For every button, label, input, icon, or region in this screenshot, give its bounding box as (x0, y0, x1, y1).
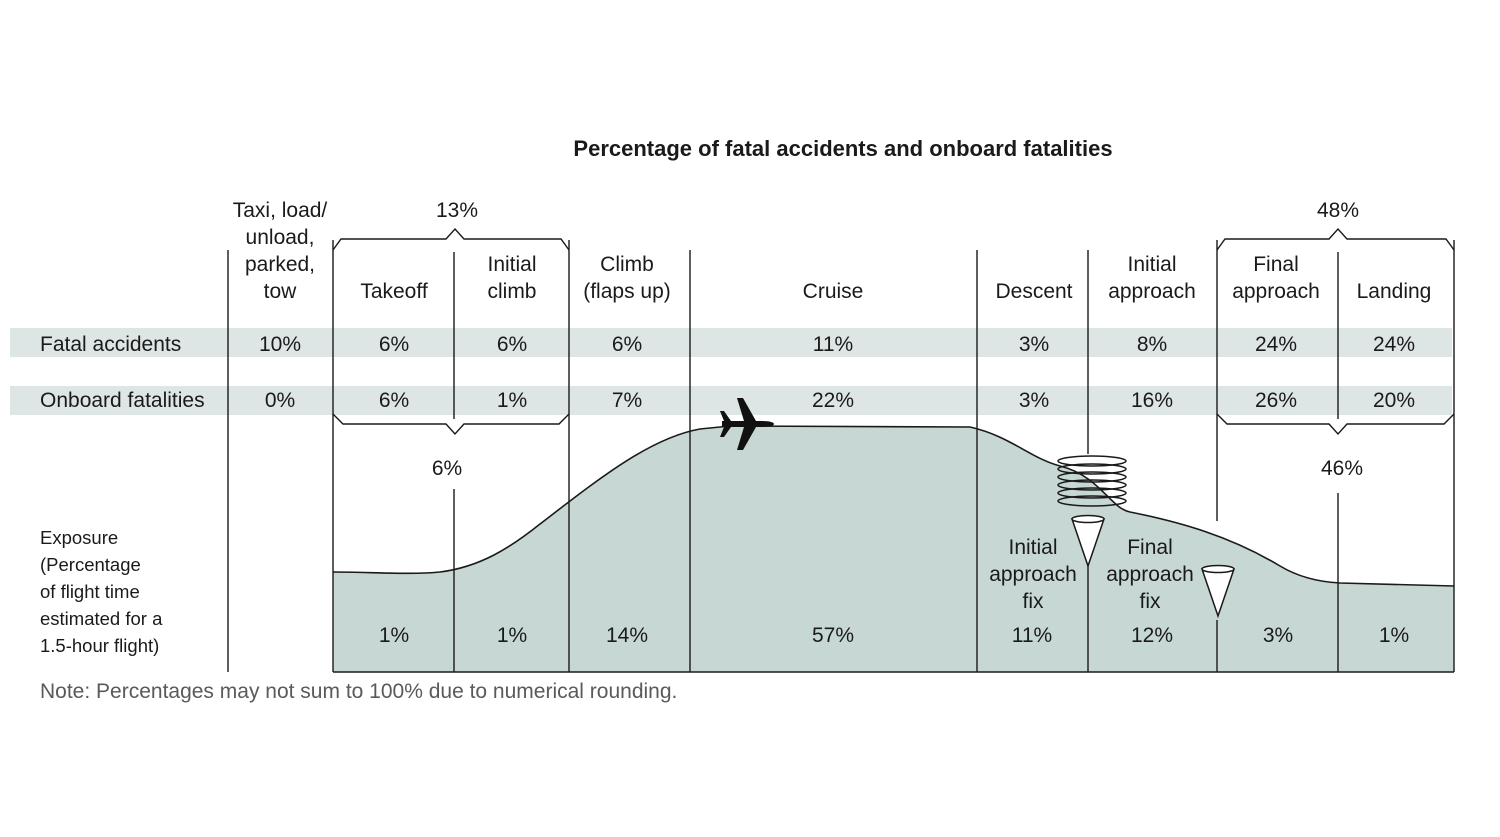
phase-header-line: Descent (995, 280, 1072, 303)
fatal-accidents-value: 3% (1019, 333, 1049, 356)
row-label-onboard-fatalities: Onboard fatalities (40, 389, 205, 412)
phase-header-line: Takeoff (360, 280, 427, 303)
fatal-accidents-value: 24% (1255, 333, 1297, 356)
exposure-value: 3% (1263, 624, 1293, 647)
chart-title: Percentage of fatal accidents and onboar… (573, 136, 1112, 161)
phase-header-line: approach (1108, 280, 1196, 303)
phase-header-line: Cruise (803, 280, 864, 303)
phase-header-line: Taxi, load/ (233, 199, 328, 222)
exposure-profile-line (332, 425, 1455, 587)
final-approach-fix-cone-icon (1200, 564, 1236, 619)
exposure-label-line: Exposure (40, 527, 118, 548)
fatal-accidents-values: 10% 6% 6% 6% 11% 3% 8% 24% 24% (259, 333, 1415, 356)
phase-header-line: Landing (1357, 280, 1432, 303)
exposure-value: 11% (1012, 624, 1052, 647)
onboard-fatalities-value: 26% (1255, 389, 1297, 412)
phase-header-line: tow (264, 280, 298, 303)
bottom-group-bracket (332, 413, 570, 436)
exposure-value: 1% (497, 624, 527, 647)
iaf-label-line: approach (989, 563, 1077, 586)
phase-dividers (227, 240, 1455, 672)
group-landing-fatalities-pct: 46% (1321, 457, 1363, 480)
exposure-value: 1% (1379, 624, 1409, 647)
fatal-accidents-value: 24% (1373, 333, 1415, 356)
exposure-value: 1% (379, 624, 409, 647)
exposure-label-line: (Percentage (40, 554, 141, 575)
group-landing-accidents-pct: 48% (1317, 199, 1359, 222)
top-group-bracket (1216, 227, 1455, 251)
top-group-bracket (332, 227, 570, 251)
exposure-area (333, 426, 1454, 672)
fatal-accidents-value: 6% (497, 333, 527, 356)
phase-header-line: (flaps up) (583, 280, 671, 303)
onboard-fatalities-value: 1% (497, 389, 527, 412)
faf-label-line: Final (1127, 536, 1173, 559)
phase-headers: Taxi, load/unload, parked, tow Takeoff Initi… (233, 199, 1432, 303)
fatal-accidents-value: 11% (813, 333, 853, 356)
phase-header-line: climb (487, 280, 536, 303)
phase-header-line: parked, (245, 253, 315, 276)
exposure-label-line: estimated for a (40, 608, 163, 629)
airplane-icon (720, 398, 774, 450)
group-takeoff-fatalities-pct: 6% (432, 457, 462, 480)
exposure-value: 57% (812, 624, 854, 647)
exposure-values: 1% 1% 14% 57% 11% 12% 3% 1% (379, 624, 1409, 647)
faf-label-line: approach (1106, 563, 1194, 586)
phase-header-line: unload, (246, 226, 315, 249)
onboard-fatalities-value: 22% (812, 389, 854, 412)
phase-header-line: Initial (1127, 253, 1176, 276)
footnote: Note: Percentages may not sum to 100% du… (40, 680, 677, 703)
initial-approach-fix-label: Initial approach fix (989, 536, 1077, 613)
phase-header-line: Initial (487, 253, 536, 276)
initial-approach-fix-cone-icon (1070, 514, 1106, 569)
group-brackets (332, 227, 1455, 436)
row-label-exposure: Exposure (Percentage of flight time estimat… (40, 527, 163, 656)
iaf-label-line: Initial (1008, 536, 1057, 559)
faf-label-line: fix (1140, 590, 1162, 613)
bottom-group-bracket (1216, 413, 1455, 436)
row-label-fatal-accidents: Fatal accidents (40, 333, 181, 356)
fatal-accidents-value: 6% (612, 333, 642, 356)
exposure-value: 12% (1131, 624, 1173, 647)
onboard-fatalities-value: 20% (1373, 389, 1415, 412)
fatal-accidents-value: 10% (259, 333, 301, 356)
group-takeoff-accidents-pct: 13% (436, 199, 478, 222)
exposure-label-line: 1.5-hour flight) (40, 635, 159, 656)
phase-header-line: Final (1253, 253, 1299, 276)
phase-header-line: approach (1232, 280, 1320, 303)
exposure-label-line: of flight time (40, 581, 140, 602)
onboard-fatalities-value: 0% (265, 389, 295, 412)
holding-pattern-icon (1057, 455, 1127, 507)
fatal-accidents-value: 8% (1137, 333, 1167, 356)
onboard-fatalities-value: 7% (612, 389, 642, 412)
phase-header-line: Climb (600, 253, 654, 276)
onboard-fatalities-value: 3% (1019, 389, 1049, 412)
fatal-accidents-band (10, 328, 1452, 357)
onboard-fatalities-value: 16% (1131, 389, 1173, 412)
onboard-fatalities-band (10, 386, 1452, 415)
onboard-fatalities-value: 6% (379, 389, 409, 412)
exposure-value: 14% (606, 624, 648, 647)
onboard-fatalities-values: 0% 6% 1% 7% 22% 3% 16% 26% 20% (265, 389, 1415, 412)
final-approach-fix-label: Final approach fix (1106, 536, 1194, 613)
iaf-label-line: fix (1023, 590, 1045, 613)
fatal-accidents-value: 6% (379, 333, 409, 356)
